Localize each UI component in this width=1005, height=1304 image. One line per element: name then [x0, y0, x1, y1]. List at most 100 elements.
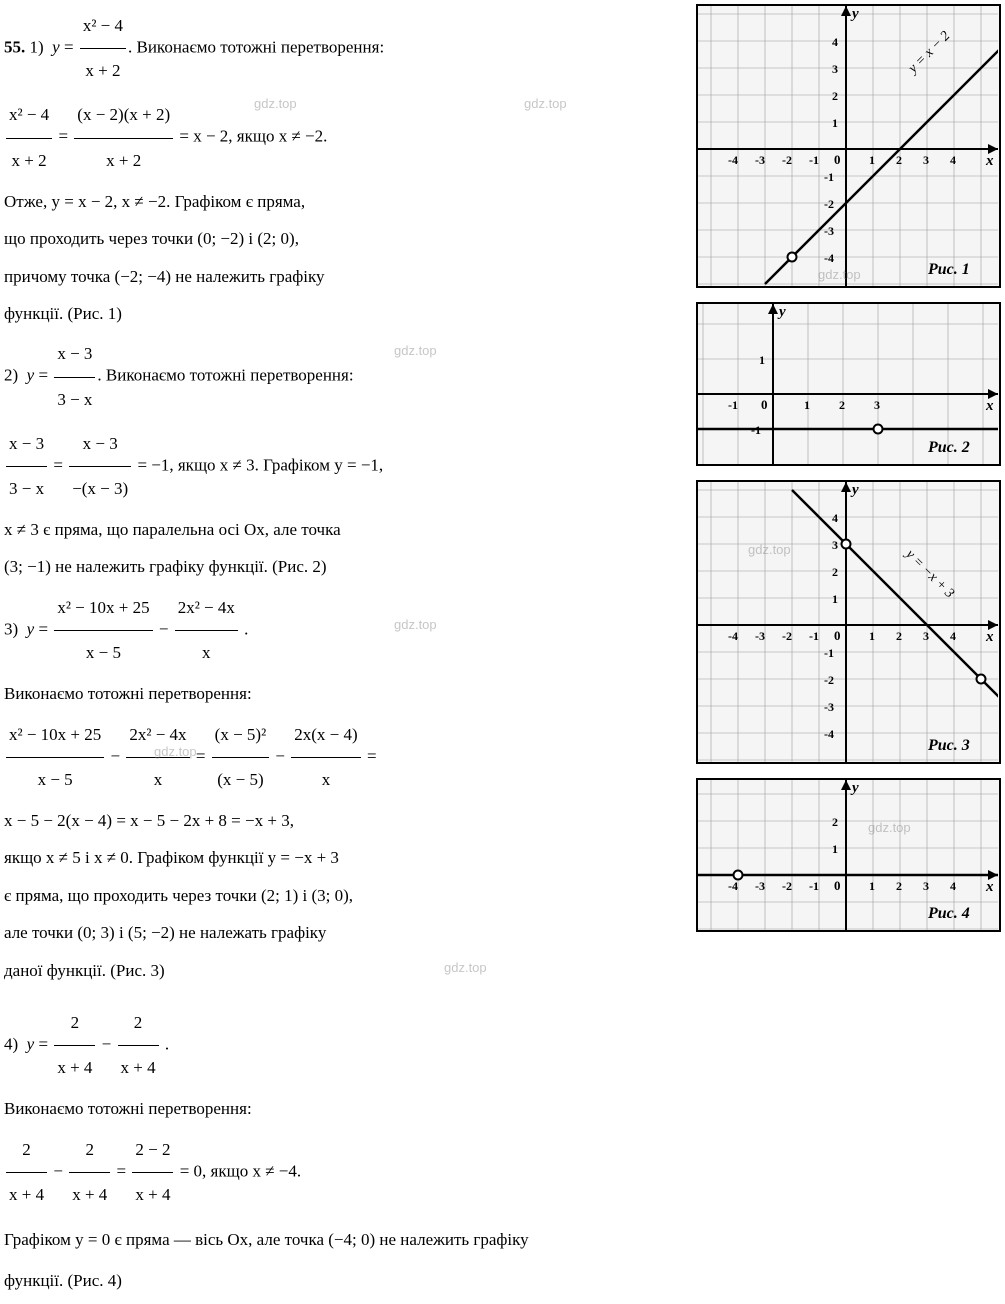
p1-text2: Отже, y = x − 2, x ≠ −2. Графіком є прям… — [4, 183, 682, 220]
p3-text4: є пряма, що проходить через точки (2; 1)… — [4, 877, 682, 914]
svg-text:-2: -2 — [782, 629, 792, 643]
p4-simplified: = 0, якщо x ≠ −4. — [180, 1161, 301, 1180]
svg-text:1: 1 — [869, 629, 875, 643]
svg-text:y: y — [777, 304, 786, 320]
svg-text:0: 0 — [834, 152, 841, 167]
svg-text:4: 4 — [950, 629, 956, 643]
svg-text:-3: -3 — [755, 629, 765, 643]
p4-y: y — [27, 1035, 35, 1054]
p2-y: y — [27, 366, 35, 385]
svg-text:3: 3 — [832, 538, 838, 552]
svg-text:3: 3 — [923, 879, 929, 893]
p4-text2: Графіком y = 0 є пряма — вісь Ox, але то… — [4, 1217, 1001, 1258]
p3-text6: даної функції. (Рис. 3) gdz.top — [4, 952, 682, 989]
p3-frac2: 2x² − 4x x — [175, 586, 238, 675]
svg-text:-3: -3 — [824, 224, 834, 238]
graph-2: yx0-11231-1Рис. 2 — [696, 302, 1001, 466]
svg-text:2: 2 — [896, 153, 902, 167]
p4-text3: функції. (Рис. 4) — [4, 1258, 1001, 1299]
watermark-4: gdz.top — [394, 608, 437, 642]
svg-text:Рис. 3: Рис. 3 — [927, 737, 970, 754]
svg-text:2: 2 — [832, 89, 838, 103]
p3-frac6: 2x(x − 4) x — [291, 713, 360, 802]
svg-text:4: 4 — [950, 879, 956, 893]
p3-frac1: x² − 10x + 25 x − 5 — [54, 586, 152, 675]
part4-line1: 4) y = 2 x + 4 − 2 x + 4 . — [4, 1001, 682, 1090]
svg-text:3: 3 — [832, 62, 838, 76]
watermark-1: gdz.top — [254, 87, 297, 121]
graph-2-svg: yx0-11231-1Рис. 2 — [698, 304, 998, 464]
p3-frac3: x² − 10x + 25 x − 5 — [6, 713, 104, 802]
graph-1: yx0-4-3-2-112341234-1-2-3-4y = x − 2Рис.… — [696, 4, 1001, 288]
svg-text:2: 2 — [832, 815, 838, 829]
part3-line1: gdz.top 3) y = x² − 10x + 25 x − 5 − 2x²… — [4, 586, 682, 675]
svg-text:y: y — [850, 6, 859, 22]
p1-text4: причому точка (−2; −4) не належить графі… — [4, 258, 682, 295]
p3-text3: якщо x ≠ 5 і x ≠ 0. Графіком функції y =… — [4, 839, 682, 876]
p3-label: 3) — [4, 619, 18, 638]
graph-4: yx0-4-3-2-1123412Рис. 4 gdz.top — [696, 778, 1001, 932]
p2-frac2: x − 3 3 − x — [6, 422, 47, 511]
svg-text:x: x — [985, 629, 994, 645]
p1-y: y — [52, 38, 60, 57]
svg-text:0: 0 — [834, 878, 841, 893]
svg-text:1: 1 — [804, 398, 810, 412]
graph-column: yx0-4-3-2-112341234-1-2-3-4y = x − 2Рис.… — [696, 4, 1001, 1217]
part1-line1: 55. 1) y = x² − 4 x + 2 . Виконаємо тото… — [4, 4, 682, 93]
svg-text:-4: -4 — [728, 879, 738, 893]
svg-text:-4: -4 — [824, 251, 834, 265]
svg-text:x: x — [985, 153, 994, 169]
svg-text:-3: -3 — [755, 153, 765, 167]
svg-text:3: 3 — [923, 153, 929, 167]
p2-frac1: x − 3 3 − x — [54, 332, 95, 421]
part2-line1: gdz.top 2) y = x − 3 3 − x . Виконаємо т… — [4, 332, 682, 421]
p4-frac2: 2 x + 4 — [118, 1001, 159, 1090]
part1-line2: gdz.top gdz.top x² − 4 x + 2 = (x − 2)(x… — [4, 93, 682, 182]
p3-text5: але точки (0; 3) і (5; −2) не належать г… — [4, 914, 682, 951]
svg-text:2: 2 — [832, 565, 838, 579]
svg-text:y: y — [850, 482, 859, 498]
graph-3: yx0-4-3-2-112341234-1-2-3-4y = −x + 3Рис… — [696, 480, 1001, 764]
part2-line2: x − 3 3 − x = x − 3 −(x − 3) = −1, якщо … — [4, 422, 682, 511]
p3-y: y — [27, 619, 35, 638]
svg-text:1: 1 — [832, 842, 838, 856]
svg-text:Рис. 2: Рис. 2 — [927, 439, 970, 456]
p4-frac3: 2 x + 4 — [6, 1128, 47, 1217]
text-column: 55. 1) y = x² − 4 x + 2 . Виконаємо тото… — [4, 4, 688, 1217]
watermark-3: gdz.top — [394, 334, 437, 368]
svg-text:x: x — [985, 879, 994, 895]
p4-label: 4) — [4, 1035, 18, 1054]
p3-frac5: (x − 5)² (x − 5) — [212, 713, 270, 802]
part4-line2: 2 x + 4 − 2 x + 4 = 2 − 2 x + 4 = 0, якщ… — [4, 1128, 682, 1217]
svg-text:Рис. 4: Рис. 4 — [927, 905, 970, 922]
svg-text:-2: -2 — [782, 879, 792, 893]
svg-text:1: 1 — [832, 592, 838, 606]
p1-label: 1) — [30, 38, 44, 57]
svg-text:4: 4 — [832, 35, 838, 49]
svg-text:-4: -4 — [824, 727, 834, 741]
p3-frac4: 2x² − 4x x — [126, 713, 189, 802]
svg-text:0: 0 — [761, 397, 768, 412]
svg-text:1: 1 — [832, 116, 838, 130]
p1-frac3: (x − 2)(x + 2) x + 2 — [74, 93, 173, 182]
svg-text:1: 1 — [759, 353, 765, 367]
p4-frac1: 2 x + 4 — [54, 1001, 95, 1090]
svg-text:-1: -1 — [809, 629, 819, 643]
svg-text:-2: -2 — [824, 197, 834, 211]
p1-frac1: x² − 4 x + 2 — [80, 4, 126, 93]
p1-text3: що проходить через точки (0; −2) і (2; 0… — [4, 220, 682, 257]
p2-text1: . Виконаємо тотожні перетворення: — [97, 366, 353, 385]
svg-text:y: y — [850, 780, 859, 796]
p1-text1: . Виконаємо тотожні перетворення: — [128, 38, 384, 57]
svg-text:-4: -4 — [728, 153, 738, 167]
p1-simplified: = x − 2, якщо x ≠ −2. — [179, 127, 327, 146]
p4-frac4: 2 x + 4 — [69, 1128, 110, 1217]
graph-1-svg: yx0-4-3-2-112341234-1-2-3-4y = x − 2Рис.… — [698, 6, 998, 286]
p3-text1: Виконаємо тотожні перетворення: — [4, 675, 682, 712]
p2-text3: (3; −1) не належить графіку функції. (Ри… — [4, 548, 682, 585]
svg-text:4: 4 — [832, 511, 838, 525]
p3-text2: x − 5 − 2(x − 4) = x − 5 − 2x + 8 = −x +… — [4, 802, 682, 839]
svg-text:3: 3 — [923, 629, 929, 643]
graph-4-svg: yx0-4-3-2-1123412Рис. 4 — [698, 780, 998, 930]
svg-text:-2: -2 — [782, 153, 792, 167]
